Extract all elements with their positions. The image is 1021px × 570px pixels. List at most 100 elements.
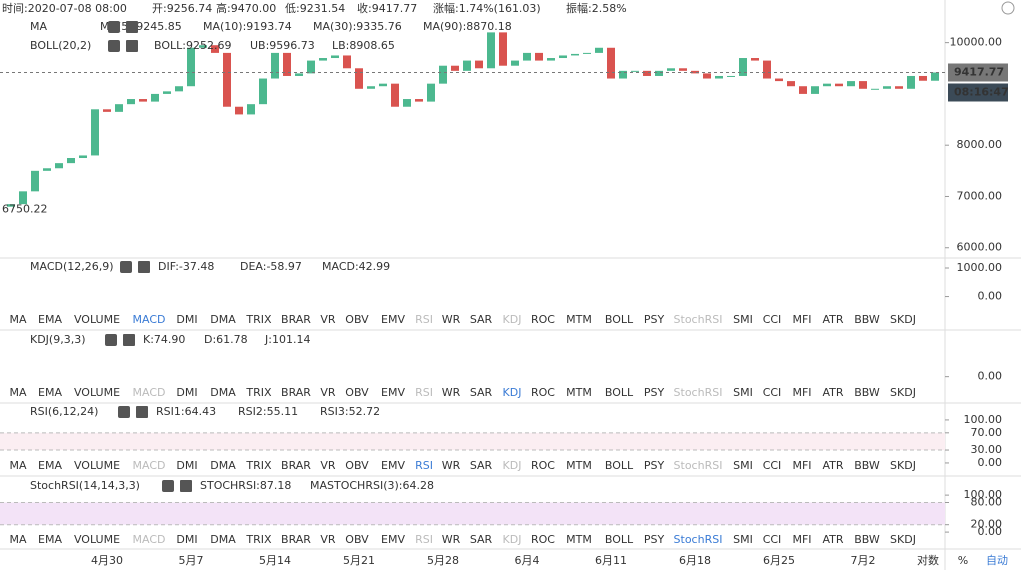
indicator-tab[interactable]: MTM: [566, 533, 592, 546]
indicator-tab[interactable]: StochRSI: [674, 533, 723, 546]
indicator-tab[interactable]: PSY: [644, 459, 665, 472]
indicator-tab[interactable]: KDJ: [503, 386, 522, 399]
indicator-tab[interactable]: PSY: [644, 533, 665, 546]
indicator-tab[interactable]: MA: [9, 533, 26, 546]
indicator-tab[interactable]: MA: [9, 459, 26, 472]
indicator-tab[interactable]: VOLUME: [74, 533, 120, 546]
indicator-tab[interactable]: BRAR: [281, 313, 311, 326]
indicator-tab[interactable]: BBW: [854, 386, 880, 399]
indicator-tab[interactable]: StochRSI: [674, 386, 723, 399]
indicator-tab[interactable]: KDJ: [503, 459, 522, 472]
indicator-tab[interactable]: DMI: [176, 533, 197, 546]
remove-icon[interactable]: [138, 261, 150, 273]
remove-icon[interactable]: [136, 406, 148, 418]
remove-icon[interactable]: [126, 40, 138, 52]
indicator-tab[interactable]: WR: [442, 313, 461, 326]
indicator-tab[interactable]: TRIX: [245, 533, 272, 546]
indicator-tab[interactable]: DMI: [176, 386, 197, 399]
indicator-tab[interactable]: DMI: [176, 313, 197, 326]
settings-icon[interactable]: [108, 21, 120, 33]
indicator-tab[interactable]: MTM: [566, 459, 592, 472]
indicator-tab[interactable]: VOLUME: [74, 386, 120, 399]
indicator-tab[interactable]: SMI: [733, 313, 753, 326]
indicator-tab[interactable]: BRAR: [281, 459, 311, 472]
indicator-tab[interactable]: TRIX: [245, 386, 272, 399]
indicator-tab[interactable]: TRIX: [245, 313, 272, 326]
indicator-tab[interactable]: RSI: [415, 459, 433, 472]
indicator-tab[interactable]: MACD: [133, 386, 166, 399]
settings-icon[interactable]: [105, 334, 117, 346]
indicator-tab[interactable]: KDJ: [503, 533, 522, 546]
indicator-tab[interactable]: BBW: [854, 533, 880, 546]
indicator-tab[interactable]: SMI: [733, 533, 753, 546]
indicator-tab[interactable]: SKDJ: [890, 459, 916, 472]
indicator-tab[interactable]: MFI: [792, 533, 811, 546]
indicator-tab[interactable]: DMA: [210, 313, 236, 326]
indicator-tab[interactable]: RSI: [415, 533, 433, 546]
indicator-tab[interactable]: CCI: [763, 533, 782, 546]
indicator-tab[interactable]: CCI: [763, 459, 782, 472]
indicator-tab[interactable]: DMA: [210, 459, 236, 472]
indicator-tab[interactable]: StochRSI: [674, 459, 723, 472]
indicator-tab[interactable]: ATR: [822, 459, 843, 472]
indicator-tab[interactable]: RSI: [415, 313, 433, 326]
indicator-tab[interactable]: EMA: [38, 533, 62, 546]
indicator-tab[interactable]: BOLL: [605, 386, 634, 399]
remove-icon[interactable]: [126, 21, 138, 33]
indicator-tab[interactable]: RSI: [415, 386, 433, 399]
indicator-tab[interactable]: DMA: [210, 386, 236, 399]
indicator-tab[interactable]: SKDJ: [890, 313, 916, 326]
indicator-tab[interactable]: DMA: [210, 533, 236, 546]
indicator-tab[interactable]: MACD: [133, 313, 166, 326]
indicator-tab[interactable]: ATR: [822, 313, 843, 326]
indicator-tab[interactable]: PSY: [644, 386, 665, 399]
indicator-tab[interactable]: SMI: [733, 459, 753, 472]
indicator-tab[interactable]: BRAR: [281, 386, 311, 399]
indicator-tab[interactable]: WR: [442, 386, 461, 399]
indicator-tab[interactable]: MACD: [133, 533, 166, 546]
indicator-tab[interactable]: MACD: [133, 459, 166, 472]
indicator-tab[interactable]: BOLL: [605, 533, 634, 546]
indicator-tab[interactable]: TRIX: [245, 459, 272, 472]
indicator-tab[interactable]: OBV: [345, 533, 369, 546]
indicator-tab[interactable]: WR: [442, 533, 461, 546]
remove-icon[interactable]: [180, 480, 192, 492]
indicator-tab[interactable]: BOLL: [605, 459, 634, 472]
settings-icon[interactable]: [108, 40, 120, 52]
indicator-tab[interactable]: MFI: [792, 386, 811, 399]
indicator-tab[interactable]: ROC: [531, 313, 555, 326]
indicator-tab[interactable]: MA: [9, 313, 26, 326]
indicator-tab[interactable]: ATR: [822, 533, 843, 546]
indicator-tab[interactable]: MFI: [792, 459, 811, 472]
remove-icon[interactable]: [123, 334, 135, 346]
indicator-tab[interactable]: BBW: [854, 459, 880, 472]
indicator-tab[interactable]: VR: [320, 386, 336, 399]
indicator-tab[interactable]: VR: [320, 533, 336, 546]
indicator-tab[interactable]: OBV: [345, 386, 369, 399]
indicator-tab[interactable]: OBV: [345, 313, 369, 326]
indicator-tab[interactable]: SAR: [470, 459, 493, 472]
indicator-tab[interactable]: VR: [320, 459, 336, 472]
indicator-tab[interactable]: BRAR: [281, 533, 311, 546]
indicator-tab[interactable]: CCI: [763, 313, 782, 326]
footer-button[interactable]: 对数: [917, 553, 939, 567]
indicator-tab[interactable]: SKDJ: [890, 386, 916, 399]
indicator-tab[interactable]: EMV: [381, 459, 405, 472]
indicator-tab[interactable]: MA: [9, 386, 26, 399]
indicator-tab[interactable]: CCI: [763, 386, 782, 399]
indicator-tab[interactable]: WR: [442, 459, 461, 472]
indicator-tab[interactable]: EMV: [381, 386, 405, 399]
indicator-tab[interactable]: SAR: [470, 533, 493, 546]
indicator-tab[interactable]: DMI: [176, 459, 197, 472]
indicator-tab[interactable]: EMV: [381, 533, 405, 546]
close-icon[interactable]: [1001, 1, 1015, 15]
indicator-tab[interactable]: ATR: [822, 386, 843, 399]
indicator-tab[interactable]: SMI: [733, 386, 753, 399]
indicator-tab[interactable]: SAR: [470, 386, 493, 399]
indicator-tab[interactable]: EMA: [38, 386, 62, 399]
indicator-tab[interactable]: ROC: [531, 459, 555, 472]
indicator-tab[interactable]: BBW: [854, 313, 880, 326]
indicator-tab[interactable]: EMV: [381, 313, 405, 326]
indicator-tab[interactable]: KDJ: [503, 313, 522, 326]
indicator-tab[interactable]: MTM: [566, 313, 592, 326]
